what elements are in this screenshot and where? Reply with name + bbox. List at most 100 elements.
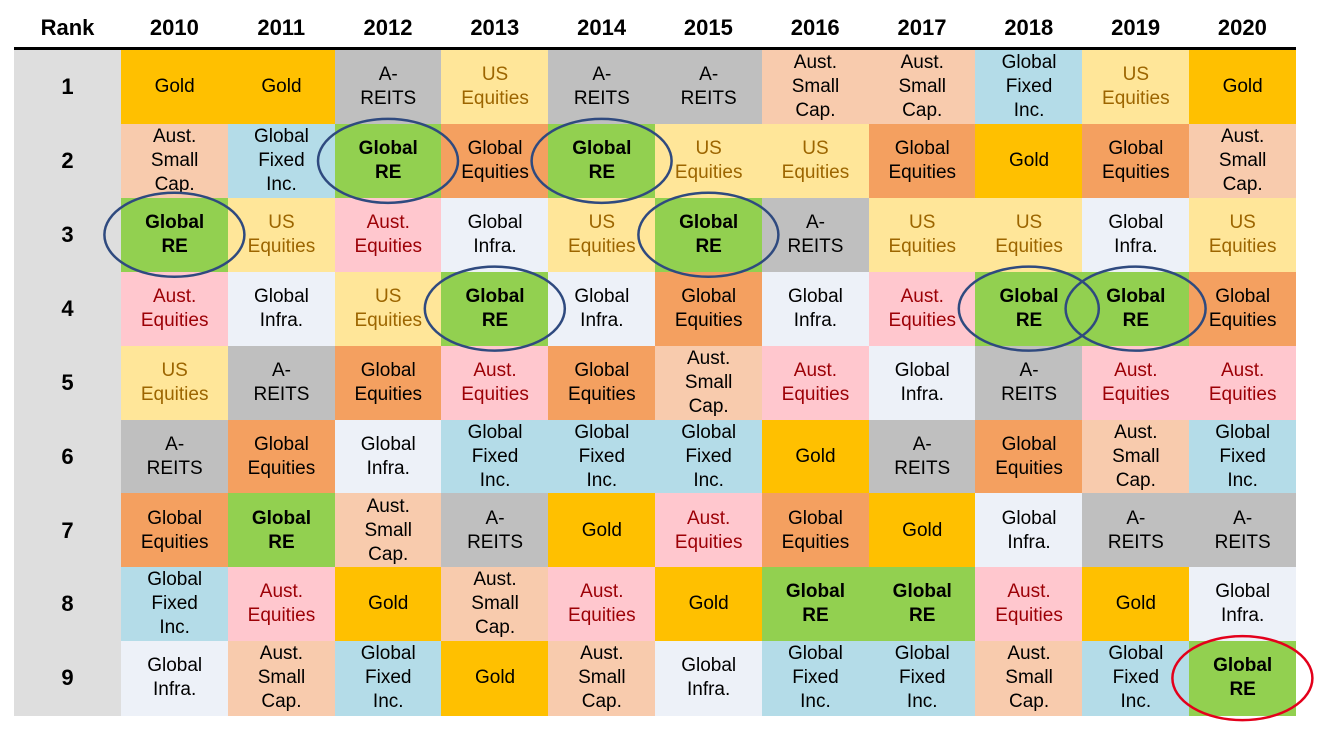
- cell-2016-rank-3: A- REITS: [761, 197, 870, 273]
- cell-2016-rank-9: Global Fixed Inc.: [761, 641, 870, 716]
- cell-label: Global RE: [572, 138, 632, 184]
- cell-label: US Equities: [995, 211, 1063, 257]
- cell-label: Global Fixed Inc.: [147, 569, 203, 639]
- cell-label: Global Equities: [247, 433, 316, 479]
- cell-2016-rank-4: Global Infra.: [761, 271, 870, 347]
- cell-2019-rank-5: Aust. Equities: [1082, 345, 1190, 420]
- cell-label: Global Infra.: [681, 655, 737, 701]
- cell-2020-rank-5: Aust. Equities: [1189, 345, 1297, 420]
- cell-2010-rank-3: Global RE: [121, 197, 229, 273]
- cell-label: A- REITS: [360, 64, 417, 110]
- cell-2013-rank-5: Aust. Equities: [441, 345, 549, 420]
- cell-label: Global Infra.: [1215, 581, 1271, 627]
- cell-label: Gold: [368, 593, 409, 615]
- cell-2016-rank-7: Global Equities: [761, 493, 870, 568]
- cell-label: Aust. Small Cap.: [1112, 421, 1160, 491]
- cell-2018-rank-7: Global Infra.: [975, 493, 1083, 568]
- cell-label: Global Fixed Inc.: [1001, 52, 1057, 122]
- cell-2011-rank-7: Global RE: [227, 493, 336, 568]
- cell-label: Aust. Small Cap.: [1005, 643, 1053, 713]
- cell-label: Global Equities: [461, 138, 529, 184]
- header-year-2012: 2012: [363, 15, 413, 40]
- cell-label: US Equities: [1102, 64, 1170, 110]
- cell-label: Aust. Equities: [1208, 359, 1277, 405]
- cell-2017-rank-4: Aust. Equities: [868, 271, 976, 347]
- cell-2015-rank-3: Global RE: [655, 197, 763, 273]
- cell-2020-rank-4: Global Equities: [1189, 271, 1297, 347]
- cell-2014-rank-5: Global Equities: [548, 345, 656, 420]
- cell-2017-rank-6: A- REITS: [868, 419, 976, 494]
- cell-label: Gold: [1115, 593, 1156, 615]
- header-year-2018: 2018: [1004, 15, 1054, 40]
- cell-label: A- REITS: [146, 433, 203, 479]
- cell-label: Global Infra.: [574, 285, 630, 331]
- cell-label: A- REITS: [1001, 359, 1058, 405]
- cell-2017-rank-3: US Equities: [868, 197, 976, 273]
- cell-label: Gold: [261, 76, 302, 98]
- cell-label: Gold: [902, 519, 943, 541]
- cell-label: A- REITS: [1107, 507, 1164, 553]
- cell-2015-rank-5: Aust. Small Cap.: [655, 345, 763, 420]
- cell-2012-rank-3: Aust. Equities: [334, 197, 442, 273]
- cell-label: Global Infra.: [467, 211, 523, 257]
- cell-2019-rank-6: Aust. Small Cap.: [1082, 419, 1190, 494]
- cell-2019-rank-7: A- REITS: [1082, 493, 1190, 568]
- cell-label: US Equities: [354, 285, 423, 331]
- cell-2013-rank-7: A- REITS: [441, 493, 549, 568]
- cell-label: Global Equities: [568, 359, 636, 405]
- rank-label-9: 9: [14, 641, 121, 716]
- cell-2014-rank-1: A- REITS: [548, 50, 656, 125]
- cell-label: Global Equities: [1208, 285, 1277, 331]
- rank-label-8: 8: [14, 567, 121, 642]
- cell-2013-rank-4: Global RE: [441, 271, 549, 347]
- cell-2015-rank-7: Aust. Equities: [655, 493, 763, 568]
- cell-2010-rank-9: Global Infra.: [121, 641, 229, 716]
- cell-label: Aust. Equities: [568, 581, 636, 627]
- cell-label: US Equities: [568, 211, 636, 257]
- cell-label: Global Equities: [781, 507, 850, 553]
- cell-2012-rank-5: Global Equities: [334, 345, 442, 420]
- cell-2010-rank-6: A- REITS: [121, 419, 229, 494]
- cell-label: US Equities: [674, 138, 743, 184]
- cell-label: US Equities: [1208, 211, 1277, 257]
- cell-label: Aust. Equities: [674, 507, 743, 553]
- cell-2014-rank-8: Aust. Equities: [548, 567, 656, 642]
- cell-label: Gold: [581, 519, 622, 541]
- cell-label: Global Fixed Inc.: [787, 643, 843, 713]
- cell-2010-rank-1: Gold: [121, 50, 229, 125]
- cell-2020-rank-8: Global Infra.: [1189, 567, 1297, 642]
- header-year-2019: 2019: [1111, 15, 1161, 40]
- cell-label: Gold: [1008, 150, 1050, 172]
- cell-label: US Equities: [140, 359, 209, 405]
- cell-2018-rank-2: Gold: [975, 123, 1083, 199]
- cell-2013-rank-2: Global Equities: [441, 123, 549, 199]
- cell-label: US Equities: [461, 64, 529, 110]
- rank-label-1: 1: [14, 50, 121, 125]
- cell-label: A- REITS: [1214, 507, 1271, 553]
- cell-2013-rank-8: Aust. Small Cap.: [441, 567, 549, 642]
- cell-2017-rank-5: Global Infra.: [868, 345, 976, 420]
- cell-label: Global Fixed Inc.: [1108, 643, 1164, 713]
- cell-2019-rank-2: Global Equities: [1082, 123, 1190, 199]
- cell-2014-rank-7: Gold: [548, 493, 656, 568]
- cell-label: Aust. Small Cap.: [578, 643, 626, 713]
- cell-2017-rank-7: Gold: [868, 493, 976, 568]
- header-year-2011: 2011: [257, 15, 306, 40]
- rank-label-6: 6: [14, 419, 121, 494]
- cell-2017-rank-2: Global Equities: [868, 123, 976, 199]
- cell-2011-rank-3: US Equities: [227, 197, 336, 273]
- rank-label-5: 5: [14, 345, 121, 420]
- cell-2017-rank-8: Global RE: [868, 567, 976, 642]
- cell-2011-rank-6: Global Equities: [227, 419, 336, 494]
- cell-2011-rank-4: Global Infra.: [227, 271, 336, 347]
- cell-label: Aust. Equities: [1102, 359, 1170, 405]
- cell-2013-rank-6: Global Fixed Inc.: [441, 419, 549, 494]
- cell-label: A- REITS: [787, 211, 844, 257]
- cell-label: Aust. Small Cap.: [471, 569, 519, 639]
- cell-2014-rank-6: Global Fixed Inc.: [548, 419, 656, 494]
- cell-label: Gold: [154, 76, 195, 98]
- cell-label: Aust. Equities: [140, 285, 209, 331]
- cell-2020-rank-2: Aust. Small Cap.: [1189, 123, 1297, 199]
- cell-label: Aust. Equities: [995, 581, 1063, 627]
- cell-2016-rank-8: Global RE: [761, 567, 870, 642]
